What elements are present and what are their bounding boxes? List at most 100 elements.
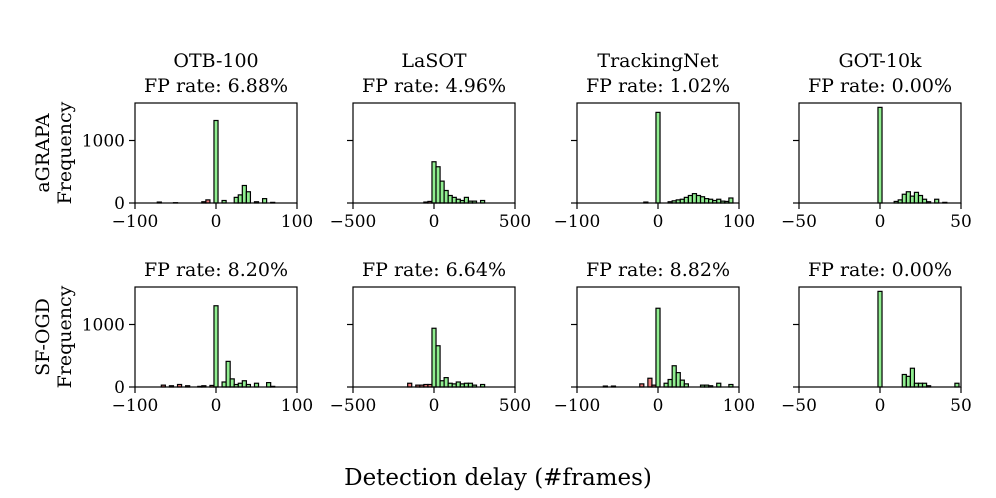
x-tick-label: 500 (499, 396, 531, 416)
histogram-bar (901, 193, 907, 204)
histogram-bar (435, 166, 441, 204)
histogram-bar (647, 377, 653, 388)
histogram-bar (439, 180, 445, 204)
histogram-bar (455, 381, 461, 388)
y-tick-label: 0 (114, 194, 125, 214)
panel-dataset-title: GOT-10k (838, 50, 922, 72)
y-tick-label: 1000 (82, 132, 125, 152)
histogram-bar (451, 196, 457, 204)
ylabel-method: SF-OGD (32, 298, 54, 376)
histogram-bar (233, 196, 239, 204)
panel-fp-rate-title: FP rate: 6.64% (362, 259, 506, 281)
x-tick-label: 500 (499, 212, 531, 232)
histogram-panel-1-0: FP rate: 8.20%−100 0 10001000SF-OGDFrequen… (32, 259, 313, 416)
histogram-bar (435, 345, 441, 388)
histogram-bar (909, 195, 916, 204)
histogram-panel-0-1: LaSOT FP rate: 4.96% −500 0 500 (330, 50, 532, 232)
histogram-bar (241, 184, 247, 204)
panel-ylabel: aGRAPAFrequency (32, 101, 76, 204)
histogram-bar (728, 197, 734, 204)
panel-dataset-title: TrackingNet (597, 50, 719, 72)
histogram-bar (703, 198, 710, 204)
histogram-bar (443, 377, 449, 388)
histogram-bar (439, 380, 445, 388)
histogram-bar (241, 380, 247, 388)
histogram-bar (695, 194, 702, 204)
x-tick-label: 0 (211, 212, 222, 232)
panel-fp-rate-title: FP rate: 0.00% (808, 259, 952, 281)
figure-xlabel: Detection delay (#frames) (344, 465, 652, 491)
x-tick-label: 50 (950, 396, 972, 416)
histogram-bar (443, 189, 449, 204)
x-tick-label: 0 (653, 212, 664, 232)
x-tick-label: −100 (112, 212, 159, 232)
histogram-panel-1-2: FP rate: 8.82% −100 0 100 (554, 259, 756, 416)
x-tick-label: −100 (554, 212, 601, 232)
x-tick-label: −500 (330, 212, 377, 232)
histogram-bar (213, 305, 219, 388)
panel-fp-rate-title: FP rate: 4.96% (362, 75, 506, 97)
histogram-panel-0-3: GOT-10k FP rate: 0.00% −50 0 50 (781, 50, 972, 232)
histogram-bar (667, 378, 673, 388)
x-tick-label: 0 (211, 396, 222, 416)
histogram-bar (463, 196, 470, 204)
x-tick-label: −100 (112, 396, 159, 416)
histogram-bar (221, 381, 227, 388)
panel-fp-rate-title: FP rate: 1.02% (586, 75, 730, 97)
histogram-bar (679, 379, 685, 388)
histogram-bar (905, 191, 911, 204)
histogram-bar (655, 111, 661, 204)
histogram-bar (266, 382, 272, 388)
histogram-panel-1-3: FP rate: 0.00% −50 0 50 (781, 259, 972, 416)
histogram-bar (225, 360, 231, 388)
x-tick-label: 0 (875, 396, 886, 416)
histogram-bar (675, 372, 681, 388)
x-tick-label: −500 (330, 396, 377, 416)
histogram-bar (261, 198, 268, 204)
x-tick-label: 100 (723, 396, 755, 416)
x-tick-label: 100 (723, 212, 755, 232)
x-tick-label: 100 (281, 212, 313, 232)
ylabel-frequency: Frequency (54, 285, 76, 388)
panel-fp-rate-title: FP rate: 6.88% (144, 75, 288, 97)
histogram-panel-0-2: TrackingNet FP rate: 1.02% −100 0 100 (554, 50, 756, 232)
histogram-bar (229, 378, 235, 388)
y-tick-label: 0 (114, 378, 125, 398)
panel-fp-rate-title: FP rate: 8.82% (586, 259, 730, 281)
histogram-bar (687, 194, 694, 204)
x-tick-label: −100 (554, 396, 601, 416)
x-tick-label: 0 (653, 396, 664, 416)
panel-fp-rate-title: FP rate: 8.20% (144, 259, 288, 281)
histogram-bar (917, 194, 924, 204)
ylabel-method: aGRAPA (32, 113, 54, 193)
histogram-bar (683, 196, 689, 204)
panel-ylabel: SF-OGDFrequency (32, 285, 76, 388)
histogram-bar (699, 196, 706, 204)
histogram-bar (431, 161, 437, 204)
histogram-bar (691, 193, 698, 204)
x-tick-label: −50 (781, 212, 817, 232)
x-tick-label: 50 (950, 212, 972, 232)
x-tick-label: 100 (281, 396, 313, 416)
histogram-bar (901, 373, 907, 388)
x-tick-label: 0 (429, 212, 440, 232)
histogram-bar (245, 191, 252, 204)
ylabel-frequency: Frequency (54, 101, 76, 204)
histogram-bar (877, 106, 883, 204)
histogram-bar (905, 375, 911, 388)
histogram-bar (237, 194, 243, 204)
panel-fp-rate-title: FP rate: 0.00% (808, 75, 952, 97)
panel-dataset-title: LaSOT (401, 50, 467, 72)
histogram-bar (655, 307, 661, 388)
x-tick-label: −50 (781, 396, 817, 416)
histogram-bar (877, 290, 883, 388)
histogram-bar (909, 367, 916, 388)
x-tick-label: 0 (429, 396, 440, 416)
histogram-bar (447, 194, 453, 204)
x-tick-label: 0 (875, 212, 886, 232)
y-tick-label: 1000 (82, 316, 125, 336)
histogram-bar (213, 119, 219, 204)
